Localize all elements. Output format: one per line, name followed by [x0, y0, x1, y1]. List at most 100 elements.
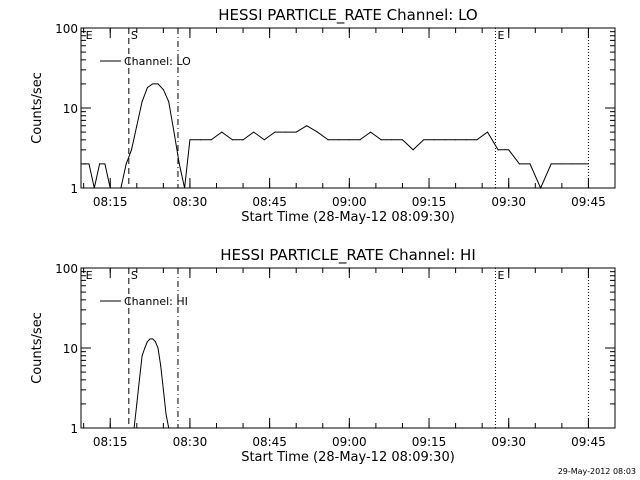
data-point — [184, 187, 186, 189]
data-point — [274, 131, 276, 133]
x-axis-label: Start Time (28-May-12 08:09:30) — [241, 210, 455, 225]
data-point — [162, 89, 164, 91]
x-tick-label: 08:15 — [93, 195, 128, 209]
x-tick-label: 08:45 — [252, 195, 287, 209]
data-point — [359, 139, 361, 141]
data-series-line — [133, 338, 170, 429]
data-point — [401, 139, 403, 141]
data-point — [306, 125, 308, 127]
data-point — [508, 149, 510, 151]
data-point — [125, 163, 127, 165]
data-point — [370, 131, 372, 133]
x-tick-label: 08:30 — [173, 435, 208, 449]
x-tick-label: 09:15 — [412, 435, 447, 449]
data-point — [173, 131, 175, 133]
event-marker-label: E — [86, 269, 93, 282]
lo-channel-panel: HESSI PARTICLE_RATE Channel: LO 1 10 100 08:… — [30, 6, 616, 225]
data-point — [141, 101, 143, 103]
data-point — [529, 163, 531, 165]
data-point — [433, 139, 435, 141]
data-point — [152, 338, 154, 340]
data-point — [263, 139, 265, 141]
footer-date: 29-May-2012 08:03 — [558, 467, 636, 476]
event-marker-label: E — [497, 269, 504, 282]
x-tick-label: 09:00 — [332, 195, 367, 209]
data-point — [99, 163, 101, 165]
x-tick-label: 09:00 — [332, 435, 367, 449]
x-tick-label: 09:30 — [491, 435, 526, 449]
data-point — [231, 139, 233, 141]
data-point — [518, 163, 520, 165]
data-series-line — [83, 83, 589, 190]
data-point — [486, 131, 488, 133]
data-point — [550, 163, 552, 165]
data-point — [221, 131, 223, 133]
data-point — [200, 139, 202, 141]
data-point — [540, 187, 542, 189]
y-tick-label: 100 — [55, 262, 78, 276]
x-tick-label: 09:45 — [571, 435, 606, 449]
data-point — [149, 338, 151, 340]
x-tick-label: 08:15 — [93, 435, 128, 449]
data-point — [144, 347, 146, 349]
data-point — [476, 139, 478, 141]
data-point — [465, 139, 467, 141]
data-point — [136, 125, 138, 127]
data-point — [189, 139, 191, 141]
data-point — [423, 139, 425, 141]
plot-frame — [80, 267, 616, 429]
y-tick-label: 10 — [63, 342, 78, 356]
data-point — [178, 163, 180, 165]
plot-frame — [80, 27, 616, 189]
data-point — [316, 131, 318, 133]
data-point — [146, 87, 148, 89]
event-marker-label: E — [86, 29, 93, 42]
data-point — [295, 131, 297, 133]
data-point — [444, 139, 446, 141]
event-marker-label: S — [131, 269, 138, 282]
data-point — [88, 163, 90, 165]
data-point — [338, 139, 340, 141]
x-tick-label: 09:30 — [491, 195, 526, 209]
chart-title: HESSI PARTICLE_RATE Channel: HI — [220, 246, 476, 265]
legend-label: Channel: HI — [124, 295, 188, 308]
data-point — [391, 139, 393, 141]
y-tick-label: 1 — [70, 182, 78, 196]
x-tick-label: 09:15 — [412, 195, 447, 209]
data-point — [152, 83, 154, 85]
data-point — [109, 187, 111, 189]
data-point — [412, 149, 414, 151]
data-point — [146, 341, 148, 343]
x-tick-label: 09:45 — [571, 195, 606, 209]
x-axis-label: Start Time (28-May-12 08:09:30) — [241, 450, 455, 465]
data-point — [210, 139, 212, 141]
data-point — [497, 149, 499, 151]
data-point — [157, 347, 159, 349]
data-point — [561, 163, 563, 165]
data-point — [136, 403, 138, 405]
data-point — [380, 139, 382, 141]
y-axis-label: Counts/sec — [30, 312, 45, 384]
event-marker-label: E — [497, 29, 504, 42]
data-point — [162, 389, 164, 391]
data-point — [115, 187, 117, 189]
data-point — [571, 163, 573, 165]
data-point — [165, 413, 167, 415]
y-axis-label: Counts/sec — [30, 72, 45, 144]
data-point — [348, 139, 350, 141]
data-point — [242, 139, 244, 141]
data-point — [83, 163, 85, 165]
data-point — [285, 131, 287, 133]
data-point — [157, 83, 159, 85]
event-marker-label: S — [131, 29, 138, 42]
data-point — [253, 131, 255, 133]
data-point — [160, 365, 162, 367]
x-tick-label: 08:45 — [252, 435, 287, 449]
data-point — [154, 341, 156, 343]
data-point — [133, 427, 135, 429]
data-point — [138, 379, 140, 381]
data-point — [327, 139, 329, 141]
data-point — [168, 427, 170, 429]
chart-title: HESSI PARTICLE_RATE Channel: LO — [218, 6, 477, 25]
